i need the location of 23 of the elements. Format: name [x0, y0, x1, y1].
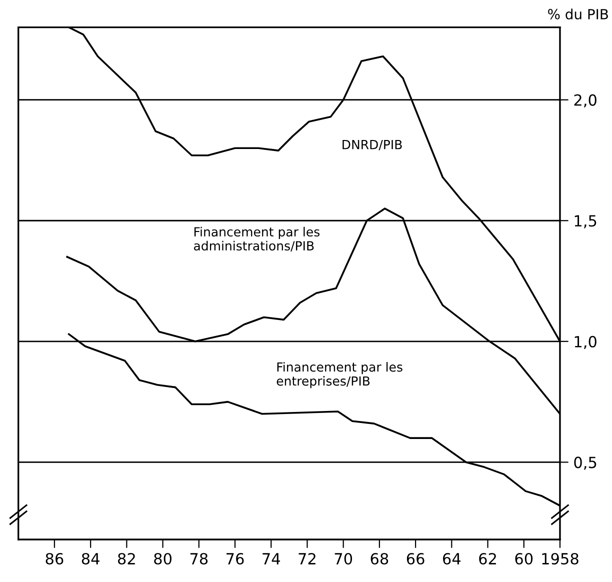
- text: Financement par les administrations/PIB: [194, 226, 320, 252]
- x-tick-label: 84: [82, 552, 100, 565]
- series-label: DNRD/PIB: [342, 140, 402, 150]
- y-tick-label: 1,5: [574, 215, 596, 228]
- x-tick-label: 68: [370, 552, 388, 565]
- x-tick-label: 76: [226, 552, 244, 565]
- x-tick-label: 62: [479, 552, 496, 565]
- x-tick-label: 66: [406, 552, 424, 565]
- x-tick-label: 86: [46, 552, 64, 565]
- x-tick-label: 60: [515, 552, 533, 565]
- x-tick-label: 78: [190, 552, 208, 565]
- x-tick-label: 80: [154, 552, 172, 565]
- x-tick-label: 72: [298, 552, 316, 564]
- y-tick-label: 0,5: [574, 456, 596, 470]
- y-axis-title: % du PIB: [548, 8, 608, 20]
- x-tick-label: 1958: [542, 552, 578, 565]
- x-tick-label: 74: [262, 553, 280, 564]
- y-tick-label: 2,0: [574, 94, 596, 108]
- y-tick-label: 1,0: [574, 336, 596, 349]
- x-tick-label: 64: [443, 552, 461, 565]
- x-tick-label: 82: [118, 552, 135, 565]
- x-tick-label: 70: [334, 552, 352, 565]
- text: Financement par les entreprises/PIB: [276, 362, 402, 388]
